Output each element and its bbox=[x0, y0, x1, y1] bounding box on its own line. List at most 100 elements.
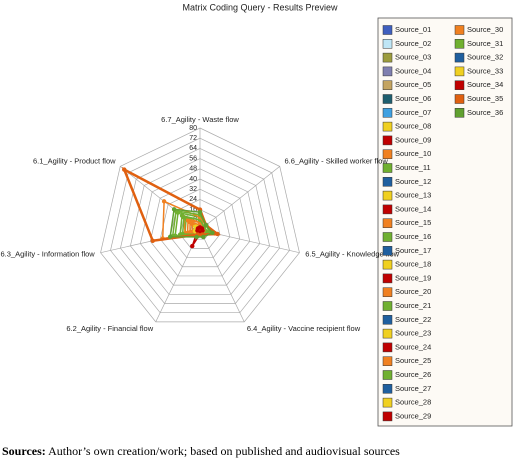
legend-label: Source_05 bbox=[395, 80, 431, 89]
legend-swatch bbox=[454, 52, 465, 63]
legend-label: Source_32 bbox=[467, 53, 503, 62]
legend-label: Source_07 bbox=[395, 108, 431, 117]
legend-swatch bbox=[382, 204, 393, 215]
legend-swatch bbox=[382, 411, 393, 422]
chart: Matrix Coding Query - Results Preview 6.… bbox=[0, 2, 513, 427]
data-point bbox=[167, 234, 173, 240]
legend-label: Source_08 bbox=[395, 122, 431, 131]
caption-label: Sources: bbox=[2, 444, 46, 458]
legend-swatch bbox=[382, 39, 393, 49]
chart-title: Matrix Coding Query - Results Preview bbox=[182, 2, 338, 12]
data-point bbox=[195, 226, 201, 231]
legend-label: Source_22 bbox=[395, 315, 431, 324]
data-point bbox=[210, 230, 215, 236]
grid-ring bbox=[159, 188, 241, 268]
legend-label: Source_14 bbox=[395, 204, 431, 213]
data-point bbox=[197, 209, 203, 215]
tick-label: 16 bbox=[189, 206, 197, 213]
legend-swatch bbox=[382, 397, 393, 408]
legend-swatch bbox=[382, 328, 393, 339]
legend-swatch bbox=[382, 149, 393, 159]
data-point bbox=[189, 221, 195, 226]
legend-label: Source_26 bbox=[395, 370, 431, 379]
data-point bbox=[201, 234, 206, 240]
legend-label: Source_29 bbox=[395, 411, 431, 420]
legend-swatch bbox=[382, 384, 393, 394]
tick-label: 72 bbox=[189, 135, 197, 142]
legend-label: Source_30 bbox=[467, 25, 503, 34]
legend-label: Source_11 bbox=[395, 163, 431, 172]
axis-label: 6.5_Agility - Knowledge flow bbox=[305, 249, 399, 258]
data-point bbox=[181, 215, 187, 220]
legend-label: Source_21 bbox=[395, 301, 431, 310]
legend-swatch bbox=[382, 342, 393, 353]
grid-ring bbox=[130, 158, 270, 295]
legend-label: Source_13 bbox=[395, 191, 431, 200]
grid-ring bbox=[139, 168, 261, 286]
legend-label: Source_23 bbox=[395, 329, 431, 338]
axis-label: 6.3_Agility - Information flow bbox=[0, 249, 95, 258]
legend-swatch bbox=[382, 273, 393, 284]
legend-label: Source_34 bbox=[467, 80, 503, 89]
legend-swatch bbox=[382, 356, 393, 366]
legend-swatch bbox=[382, 25, 393, 35]
data-point bbox=[122, 167, 127, 172]
legend-swatch bbox=[382, 66, 393, 77]
legend-swatch bbox=[382, 246, 393, 256]
legend-swatch bbox=[382, 80, 393, 90]
legend-swatch bbox=[382, 287, 393, 297]
data-point bbox=[190, 243, 195, 249]
tick-label: 24 bbox=[189, 196, 197, 203]
axis-spoke bbox=[199, 229, 245, 323]
legend-label: Source_03 bbox=[395, 53, 431, 62]
data-point bbox=[180, 231, 185, 237]
legend-label: Source_24 bbox=[395, 342, 431, 351]
data-point bbox=[215, 231, 220, 237]
legend-swatch bbox=[382, 52, 393, 63]
axis-spoke bbox=[199, 166, 280, 231]
legend-swatch bbox=[454, 39, 465, 49]
legend-label: Source_20 bbox=[395, 287, 431, 296]
legend-swatch bbox=[382, 301, 393, 311]
legend-label: Source_02 bbox=[395, 39, 431, 48]
data-point bbox=[150, 238, 155, 243]
legend-label: Source_35 bbox=[467, 94, 503, 103]
legend-swatch bbox=[382, 94, 393, 104]
axis-label: 6.4_Agility - Vaccine recipient flow bbox=[247, 324, 361, 333]
legend-label: Source_27 bbox=[395, 384, 431, 393]
legend-box bbox=[377, 17, 513, 427]
legend-swatch bbox=[382, 218, 393, 228]
legend-swatch bbox=[382, 232, 393, 242]
legend-swatch bbox=[382, 315, 393, 325]
legend-label: Source_18 bbox=[395, 260, 431, 269]
legend-label: Source_28 bbox=[395, 398, 431, 407]
legend-label: Source_16 bbox=[395, 232, 431, 241]
legend-swatch bbox=[382, 163, 393, 173]
legend-label: Source_17 bbox=[395, 246, 431, 255]
axis-label: 6.7_Agility - Waste flow bbox=[161, 115, 239, 124]
legend-label: Source_19 bbox=[395, 273, 431, 282]
legend-swatch bbox=[382, 121, 393, 132]
legend-swatch bbox=[382, 370, 393, 380]
legend-label: Source_25 bbox=[395, 356, 431, 365]
caption: Sources: Author’s own creation/work; bas… bbox=[2, 444, 400, 459]
caption-text: Author’s own creation/work; based on pub… bbox=[48, 444, 400, 458]
legend-label: Source_31 bbox=[467, 39, 503, 48]
legend-label: Source_10 bbox=[395, 149, 431, 158]
legend-swatch bbox=[382, 190, 393, 201]
grid-ring bbox=[149, 178, 251, 277]
legend-label: Source_12 bbox=[395, 177, 431, 186]
data-point bbox=[194, 234, 199, 240]
axis-label: 6.6_Agility - Skilled worker flow bbox=[284, 156, 388, 165]
grid-ring bbox=[110, 137, 290, 314]
grid-ring bbox=[100, 127, 300, 323]
legend-label: Source_15 bbox=[395, 218, 431, 227]
legend-swatch bbox=[382, 135, 393, 146]
legend-label: Source_01 bbox=[395, 25, 431, 34]
legend-swatch bbox=[454, 66, 465, 77]
legend-label: Source_04 bbox=[395, 66, 431, 75]
legend-swatch bbox=[382, 259, 393, 270]
axis-label: 6.2_Agility - Financial flow bbox=[66, 324, 153, 333]
tick-label: 48 bbox=[189, 166, 197, 173]
